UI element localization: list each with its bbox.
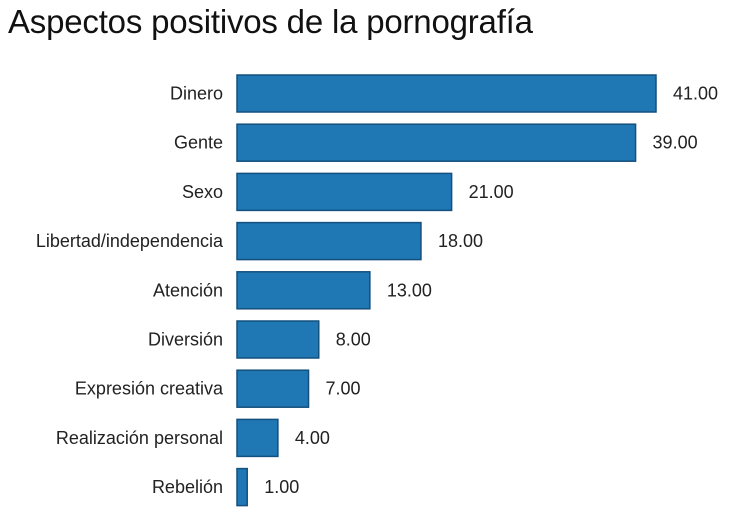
chart-title: Aspectos positivos de la pornografía [8, 3, 533, 40]
bar-sexo [236, 172, 453, 212]
value-label-rebelion: 1.00 [264, 477, 299, 497]
category-label-expresion-creativa: Expresión creativa [75, 379, 224, 399]
bar-diversion [236, 320, 320, 359]
bar-atencion [236, 271, 371, 310]
category-labels: Dinero Gente Sexo Libertad/independencia Ate… [36, 84, 224, 498]
bar-expresion-creativa [236, 369, 310, 408]
category-label-dinero: Dinero [170, 84, 223, 104]
category-label-libertad-independencia: Libertad/independencia [36, 231, 224, 251]
category-label-atencion: Atención [153, 280, 223, 300]
value-label-sexo: 21.00 [469, 182, 514, 202]
bar-rebelion [236, 467, 248, 507]
bar-dinero [236, 74, 657, 113]
value-labels: 41.00 39.00 21.00 18.00 13.00 8.00 7.00 4.00 1.0… [264, 84, 718, 498]
bars [236, 74, 657, 507]
value-label-gente: 39.00 [653, 133, 698, 153]
value-label-realizacion-personal: 4.00 [295, 428, 330, 448]
bar-gente [236, 123, 637, 162]
category-label-gente: Gente [174, 133, 223, 153]
value-label-diversion: 8.00 [336, 330, 371, 350]
bar-realizacion-personal [236, 418, 279, 458]
value-label-dinero: 41.00 [673, 84, 718, 104]
category-label-diversion: Diversión [148, 330, 223, 350]
value-label-atencion: 13.00 [387, 280, 432, 300]
category-label-rebelion: Rebelión [152, 477, 223, 497]
category-label-realizacion-personal: Realización personal [56, 428, 223, 448]
bar-libertad-independencia [236, 221, 422, 261]
value-label-libertad-independencia: 18.00 [438, 231, 483, 251]
value-label-expresion-creativa: 7.00 [326, 379, 361, 399]
category-label-sexo: Sexo [182, 182, 223, 202]
